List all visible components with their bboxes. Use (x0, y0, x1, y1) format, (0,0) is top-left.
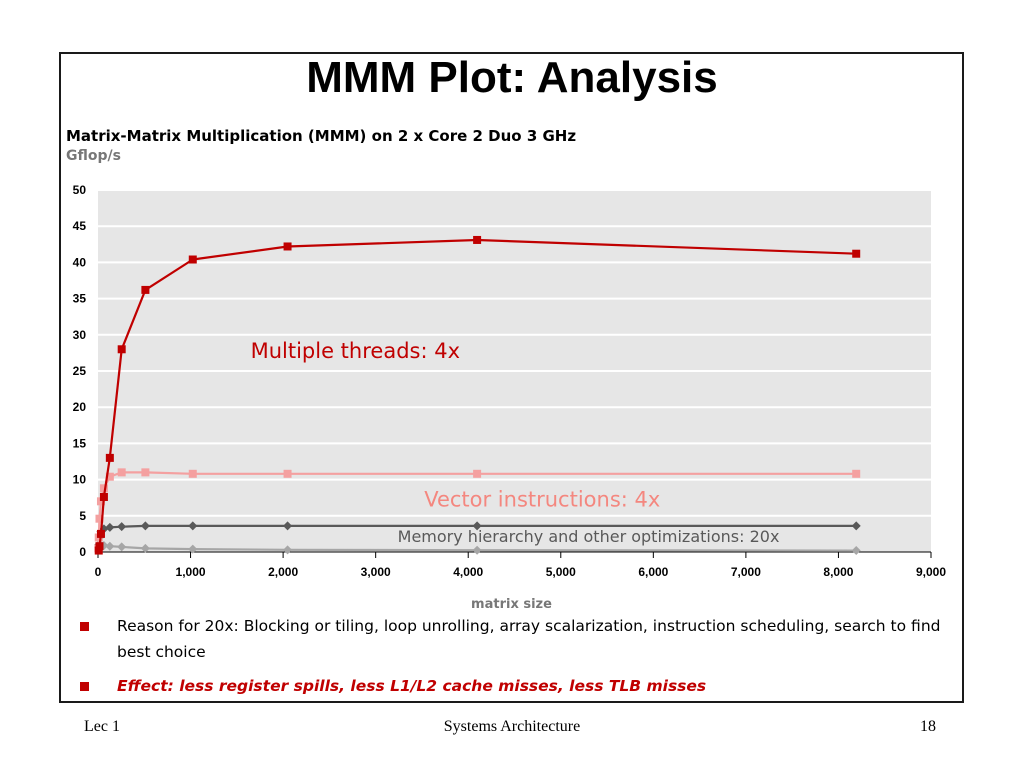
x-tick-label: 7,000 (731, 565, 761, 579)
data-point (117, 522, 127, 532)
x-tick-label: 9,000 (916, 565, 946, 579)
data-point (188, 255, 197, 264)
data-point (140, 521, 150, 531)
x-tick-label: 4,000 (453, 565, 483, 579)
x-tick-label: 2,000 (268, 565, 298, 579)
data-point (95, 542, 104, 551)
data-point (96, 529, 105, 538)
bullet-text: Effect: less register spills, less L1/L2… (117, 677, 707, 695)
data-point (852, 469, 861, 478)
data-point (283, 545, 293, 555)
data-point (283, 521, 293, 531)
y-tick-label: 40 (73, 255, 87, 269)
y-tick-label: 45 (73, 219, 87, 233)
data-point (99, 492, 108, 501)
data-point (117, 542, 127, 552)
footer-course-title: Systems Architecture (443, 718, 581, 735)
data-point (96, 497, 105, 506)
data-point (188, 521, 198, 531)
bullet-marker (80, 622, 89, 631)
chart-annotation: Multiple threads: 4x (251, 339, 460, 363)
data-point (105, 453, 114, 462)
data-point (472, 545, 482, 555)
x-axis-label: matrix size (471, 597, 552, 612)
data-point (851, 546, 861, 556)
data-point (105, 472, 114, 481)
data-point (140, 543, 150, 553)
x-tick-label: 1,000 (176, 565, 206, 579)
data-point (851, 521, 861, 531)
data-point (95, 514, 104, 523)
bullet-item-effect: Effect: less register spills, less L1/L2… (80, 673, 960, 699)
data-point (473, 235, 482, 244)
data-point (105, 541, 115, 551)
data-point (141, 285, 150, 294)
chart-annotation: Vector instructions: 4x (424, 487, 660, 511)
bullet-marker (80, 682, 89, 691)
data-point (188, 544, 198, 554)
x-tick-label: 6,000 (638, 565, 668, 579)
data-point (94, 546, 103, 555)
data-point (99, 484, 108, 493)
y-tick-label: 30 (73, 328, 87, 342)
x-tick-label: 0 (95, 565, 102, 579)
y-axis-unit-label: Gflop/s (66, 148, 121, 164)
y-tick-label: 20 (73, 400, 87, 414)
x-tick-label: 3,000 (361, 565, 391, 579)
footer-lecture: Lec 1 (84, 718, 120, 735)
x-tick-label: 5,000 (546, 565, 576, 579)
slide-title: MMM Plot: Analysis (306, 53, 718, 102)
data-point (141, 468, 150, 477)
y-tick-label: 25 (73, 364, 87, 378)
data-point (188, 469, 197, 478)
data-point (473, 469, 482, 478)
data-point (472, 521, 482, 531)
data-point (852, 249, 861, 258)
data-point (117, 345, 126, 354)
y-tick-label: 50 (73, 183, 87, 197)
y-tick-label: 10 (73, 473, 87, 487)
y-tick-label: 15 (73, 436, 87, 450)
data-point (105, 522, 115, 532)
y-tick-label: 5 (79, 509, 86, 523)
bullet-item-reason: Reason for 20x: Blocking or tiling, loop… (80, 613, 960, 665)
y-tick-label: 0 (79, 545, 86, 559)
footer-page-number: 18 (920, 718, 936, 735)
data-point (283, 242, 292, 251)
bullet-text: Reason for 20x: Blocking or tiling, loop… (117, 617, 941, 661)
y-tick-label: 35 (73, 292, 87, 306)
data-point (283, 469, 292, 478)
chart-title: Matrix-Matrix Multiplication (MMM) on 2 … (66, 127, 577, 145)
data-point (117, 468, 126, 477)
chart-annotation: Memory hierarchy and other optimizations… (398, 527, 780, 546)
x-tick-label: 8,000 (823, 565, 853, 579)
